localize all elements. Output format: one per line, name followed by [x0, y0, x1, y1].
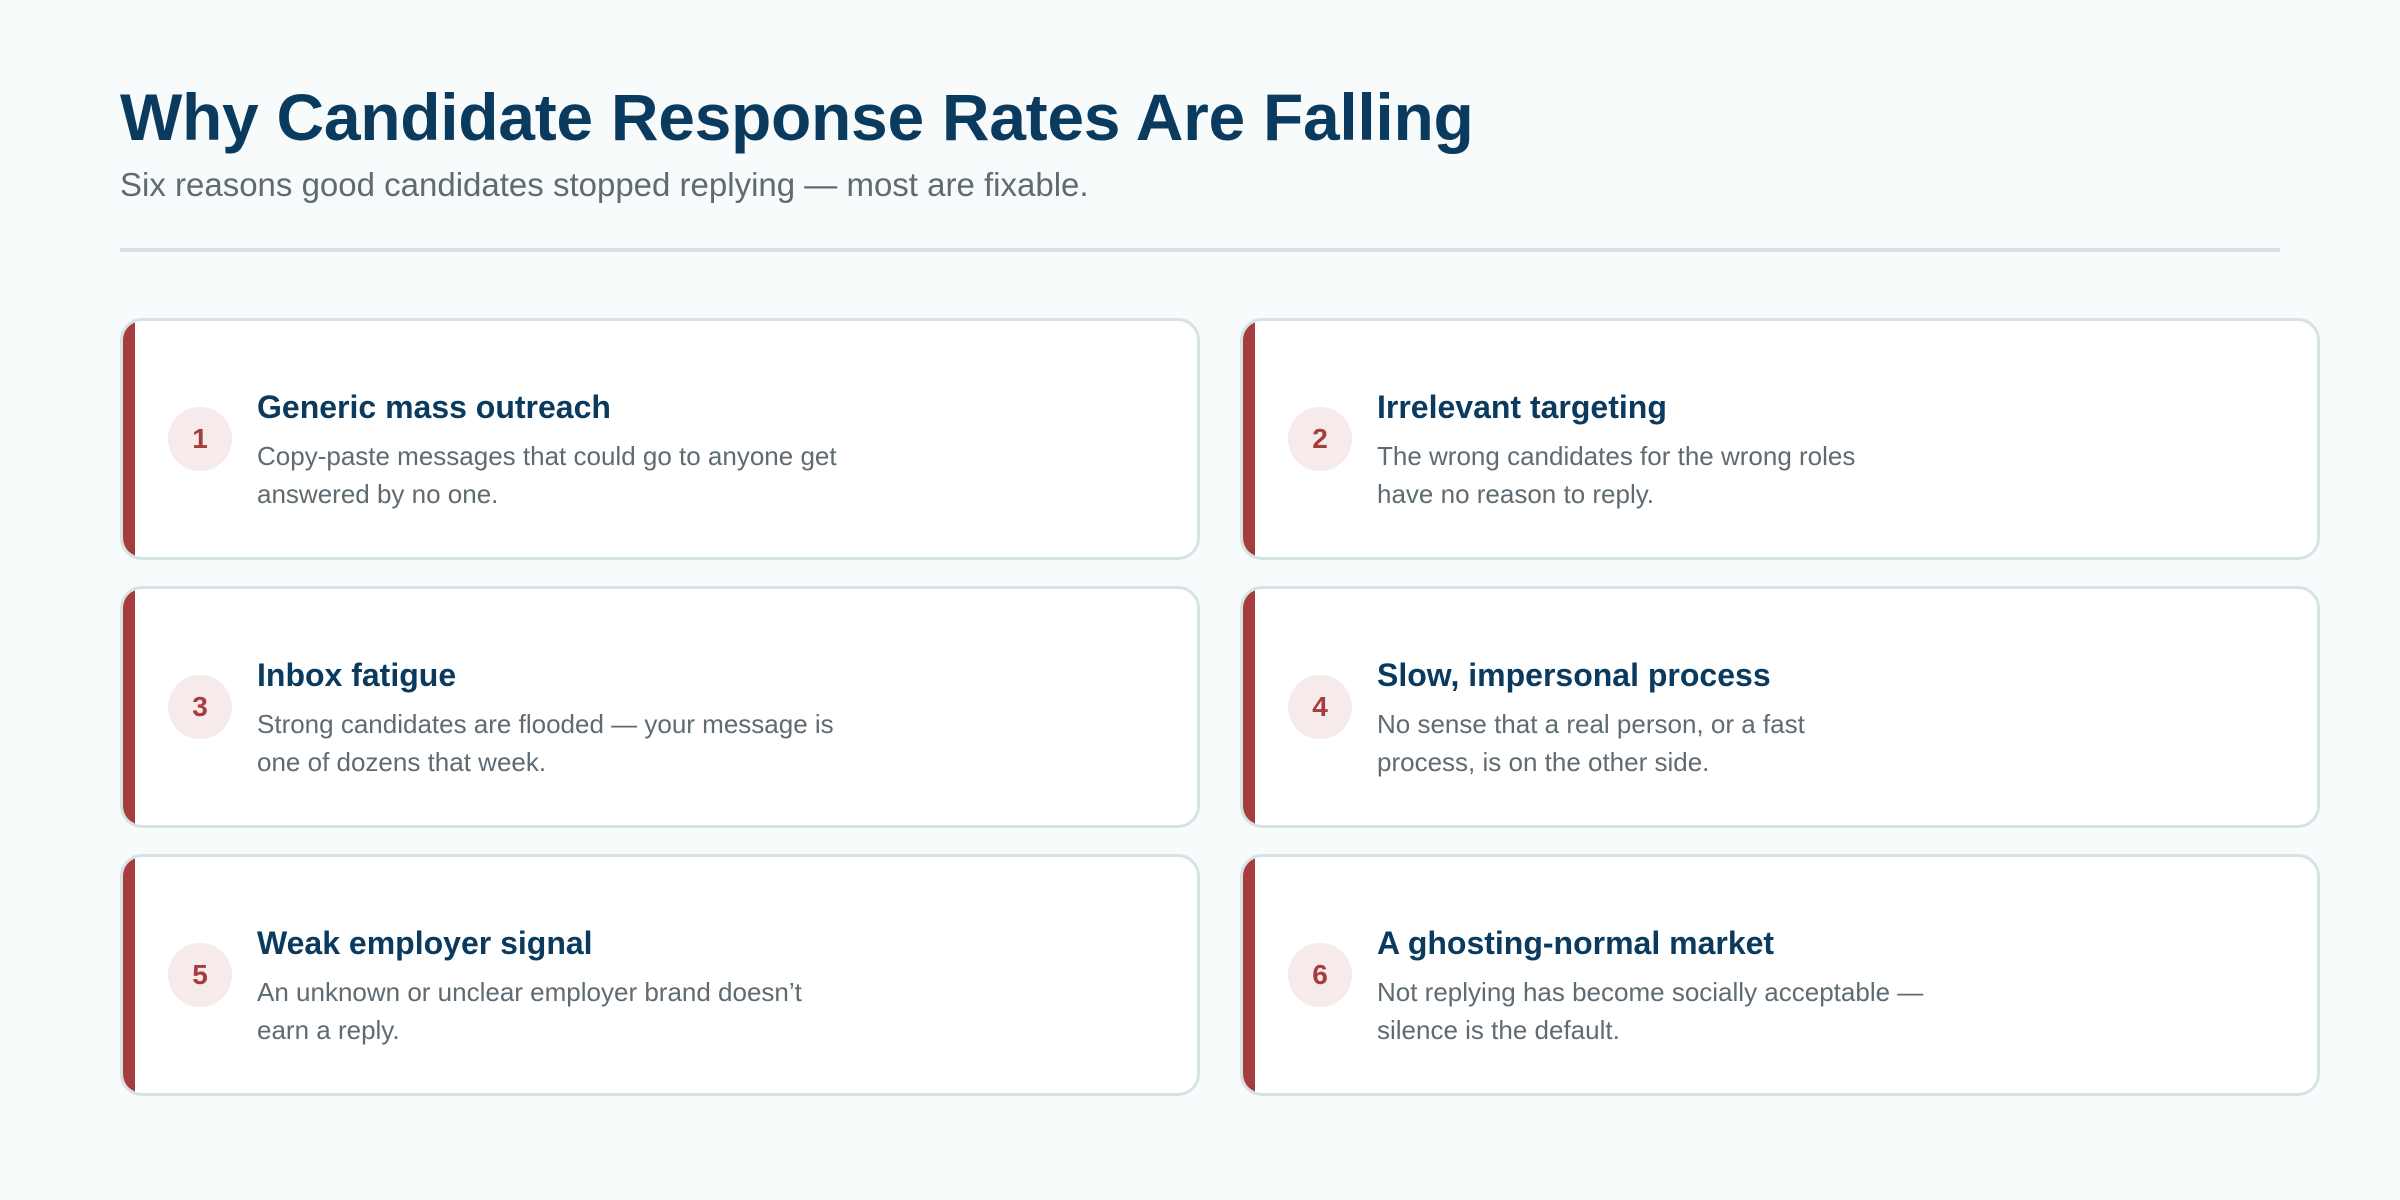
reason-number-badge: 2: [1288, 407, 1352, 471]
reason-card: 3 Inbox fatigue Strong candidates are fl…: [120, 586, 1200, 828]
accent-bar: [123, 321, 135, 557]
reason-description: Not replying has become socially accepta…: [1377, 977, 1924, 1045]
reason-description: The wrong candidates for the wrong roles…: [1377, 441, 1856, 509]
accent-bar: [1243, 321, 1255, 557]
reason-title: Inbox fatigue: [257, 657, 457, 693]
reason-card: 1 Generic mass outreach Copy-paste messa…: [120, 318, 1200, 560]
reason-description: Copy-paste messages that could go to any…: [257, 441, 837, 509]
reason-card: 5 Weak employer signal An unknown or unc…: [120, 854, 1200, 1096]
reason-card: 2 Irrelevant targeting The wrong candida…: [1240, 318, 2320, 560]
reason-description: Strong candidates are flooded — your mes…: [257, 709, 834, 777]
reason-title: Slow, impersonal process: [1377, 657, 1771, 693]
accent-bar: [1243, 857, 1255, 1093]
reason-title: Irrelevant targeting: [1377, 389, 1667, 425]
reason-description: No sense that a real person, or a fast p…: [1377, 709, 1805, 777]
reason-card: 6 A ghosting-normal market Not replying …: [1240, 854, 2320, 1096]
reason-description: An unknown or unclear employer brand doe…: [257, 977, 802, 1045]
reason-title: Weak employer signal: [257, 925, 593, 961]
accent-bar: [1243, 589, 1255, 825]
reason-text: Weak employer signal An unknown or uncle…: [257, 923, 877, 1049]
accent-bar: [123, 857, 135, 1093]
accent-bar: [123, 589, 135, 825]
reason-number-badge: 5: [168, 943, 232, 1007]
reason-text: Slow, impersonal process No sense that a…: [1377, 655, 1997, 781]
reason-text: Inbox fatigue Strong candidates are floo…: [257, 655, 877, 781]
page-subtitle: Six reasons good candidates stopped repl…: [120, 166, 1089, 203]
reason-title: A ghosting-normal market: [1377, 925, 1775, 961]
reason-text: Generic mass outreach Copy-paste message…: [257, 387, 877, 513]
reason-number-badge: 6: [1288, 943, 1352, 1007]
reason-card: 4 Slow, impersonal process No sense that…: [1240, 586, 2320, 828]
reason-number-badge: 1: [168, 407, 232, 471]
reasons-grid: 1 Generic mass outreach Copy-paste messa…: [120, 318, 2320, 1096]
reason-number-badge: 4: [1288, 675, 1352, 739]
reason-text: Irrelevant targeting The wrong candidate…: [1377, 387, 1997, 513]
page-header: Why Candidate Response Rates Are Falling…: [120, 72, 2280, 208]
page-title: Why Candidate Response Rates Are Falling: [120, 80, 1474, 154]
header-divider: [120, 248, 2280, 252]
reason-text: A ghosting-normal market Not replying ha…: [1377, 923, 1997, 1049]
reason-title: Generic mass outreach: [257, 389, 611, 425]
reason-number-badge: 3: [168, 675, 232, 739]
